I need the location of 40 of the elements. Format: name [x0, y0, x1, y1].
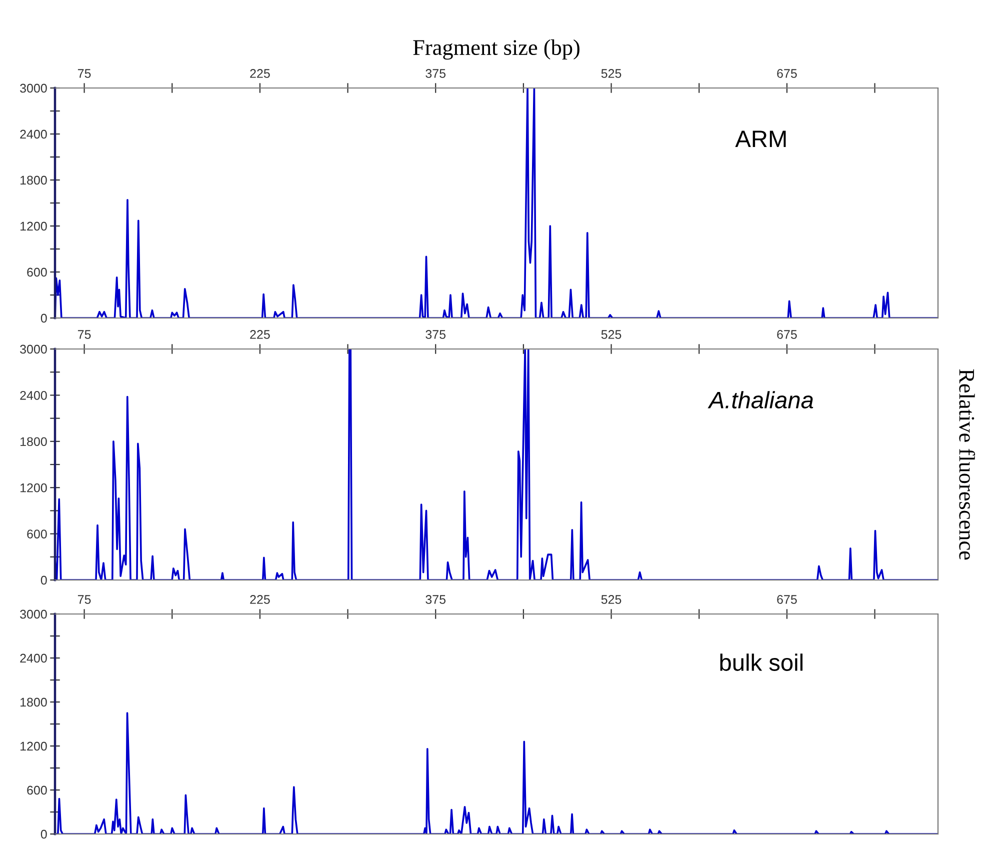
x-tick-label: 225	[250, 69, 270, 78]
y-tick-label: 1800	[20, 437, 47, 446]
y-tick-label: 0	[40, 314, 47, 323]
x-tick-label: 75	[78, 69, 91, 78]
y-tick-label: 1800	[20, 698, 47, 707]
text: A.thaliana	[708, 391, 814, 408]
y-tick-label: 1800	[20, 176, 47, 185]
y-tick-label: 1200	[20, 483, 47, 492]
x-tick-label: 225	[250, 330, 270, 339]
y-tick-label: 2400	[20, 391, 47, 400]
y-tick-label: 3000	[20, 610, 47, 619]
x-tick-label: 225	[250, 595, 270, 604]
y-tick-label: 0	[40, 830, 47, 839]
x-tick-label: 675	[777, 69, 797, 78]
y-tick-label: 600	[27, 268, 47, 277]
x-tick-label: 525	[601, 69, 622, 78]
x-tick-label: 525	[601, 595, 622, 604]
y-tick-label: 3000	[20, 84, 47, 93]
line-series	[55, 88, 938, 318]
x-tick-label: 75	[78, 595, 91, 604]
x-tick-label: 675	[777, 595, 797, 604]
text: ARM	[735, 130, 786, 148]
x-tick-label: 75	[78, 330, 91, 339]
x-tick-label: 675	[777, 330, 797, 339]
y-tick-label: 1200	[20, 222, 47, 231]
x-tick-label: 375	[426, 595, 446, 604]
x-axis-title: Fragment size (bp)	[413, 39, 580, 60]
y-tick-label: 600	[27, 530, 47, 538]
text: bulk soil	[720, 654, 802, 671]
y-axis-title: Relative fluorescence	[959, 369, 976, 560]
y-tick-label: 3000	[20, 344, 47, 354]
y-tick-label: 2400	[20, 654, 47, 663]
y-tick-label: 2400	[20, 130, 47, 139]
x-tick-label: 375	[426, 330, 446, 339]
x-tick-label: 525	[601, 330, 622, 339]
x-tick-label: 375	[426, 69, 446, 78]
line-series	[55, 349, 938, 580]
y-tick-label: 0	[40, 576, 47, 585]
y-tick-label: 600	[27, 786, 47, 795]
y-tick-label: 1200	[20, 742, 47, 751]
